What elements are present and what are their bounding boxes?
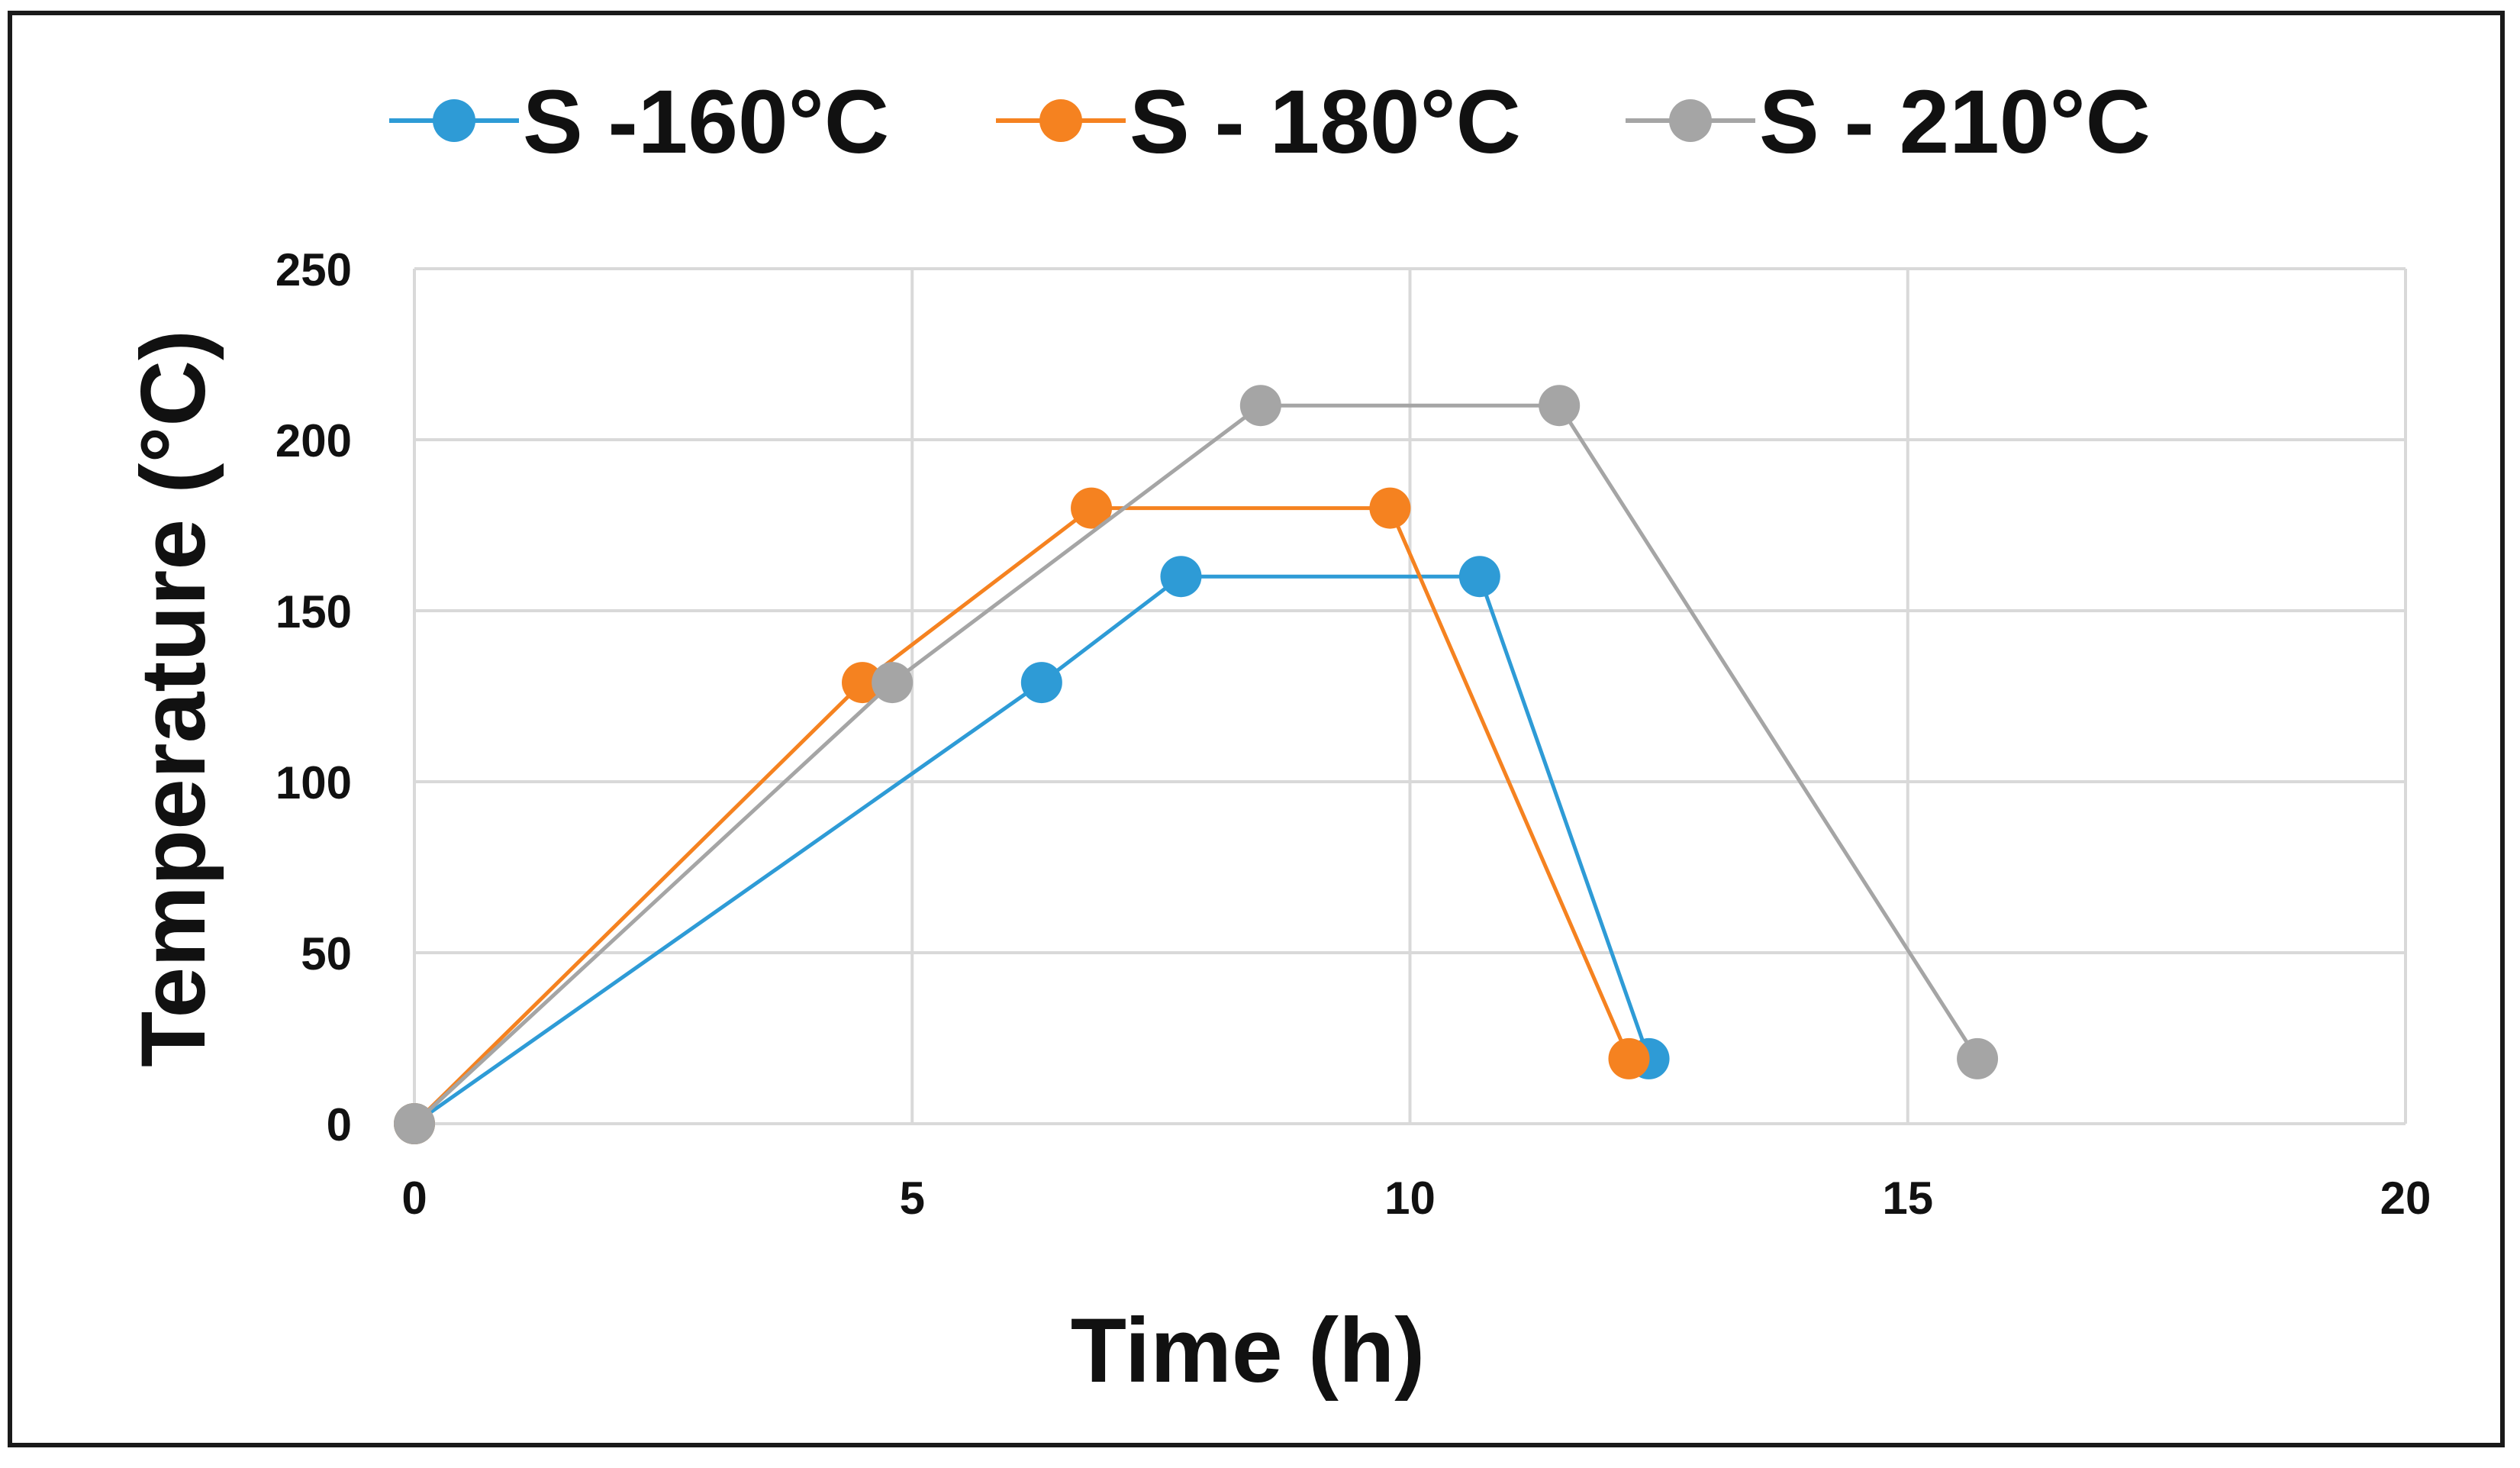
y-tick-label: 200 bbox=[276, 415, 352, 466]
data-point bbox=[1458, 556, 1500, 598]
x-tick-label: 20 bbox=[2380, 1173, 2431, 1224]
grid bbox=[413, 267, 2407, 1125]
legend-label: S -160°C bbox=[523, 72, 889, 173]
chart-frame bbox=[8, 11, 2505, 1447]
series-line bbox=[413, 574, 1651, 1126]
data-point bbox=[1608, 1037, 1650, 1079]
legend-label: S - 180°C bbox=[1129, 72, 1521, 173]
series-3 bbox=[394, 385, 1999, 1144]
x-axis-title: Time (h) bbox=[1071, 1299, 1425, 1402]
y-tick-label: 100 bbox=[276, 757, 352, 808]
x-tick-label: 15 bbox=[1882, 1173, 1933, 1224]
data-point bbox=[1020, 662, 1062, 704]
x-tick-label: 10 bbox=[1384, 1173, 1436, 1224]
y-axis-title: Temperature (°C) bbox=[122, 330, 224, 1067]
data-point bbox=[842, 662, 884, 704]
y-tick-label: 150 bbox=[276, 586, 352, 637]
legend-swatch-marker bbox=[1039, 99, 1082, 142]
legend-item: S - 210°C bbox=[1626, 72, 2151, 173]
y-tick-label: 50 bbox=[301, 928, 352, 979]
data-point bbox=[872, 662, 914, 704]
series-1 bbox=[394, 556, 1670, 1144]
data-point bbox=[1539, 385, 1581, 427]
data-point bbox=[1160, 556, 1202, 598]
legend-item: S - 180°C bbox=[996, 72, 1521, 173]
series-line bbox=[413, 403, 1980, 1125]
data-point bbox=[1239, 385, 1281, 427]
data-point bbox=[1071, 487, 1113, 529]
y-tick-label: 250 bbox=[276, 244, 352, 295]
legend-label: S - 210°C bbox=[1759, 72, 2151, 173]
legend-swatch-marker bbox=[433, 99, 475, 142]
y-tick-label: 0 bbox=[327, 1099, 352, 1150]
data-point bbox=[1369, 487, 1411, 529]
x-tick-label: 0 bbox=[401, 1173, 427, 1224]
legend-swatch-marker bbox=[1669, 99, 1712, 142]
data-point bbox=[394, 1103, 435, 1144]
legend: S -160°C S - 180°C S - 210°C bbox=[389, 72, 2151, 173]
x-tick-labels: 0 5 10 15 20 bbox=[401, 1173, 2431, 1224]
series-group bbox=[394, 385, 1999, 1144]
series-line bbox=[413, 506, 1631, 1125]
x-tick-label: 5 bbox=[900, 1173, 925, 1224]
y-tick-labels: 0 50 100 150 200 250 bbox=[276, 244, 352, 1150]
legend-item: S -160°C bbox=[389, 72, 889, 173]
data-point bbox=[1957, 1037, 1999, 1079]
